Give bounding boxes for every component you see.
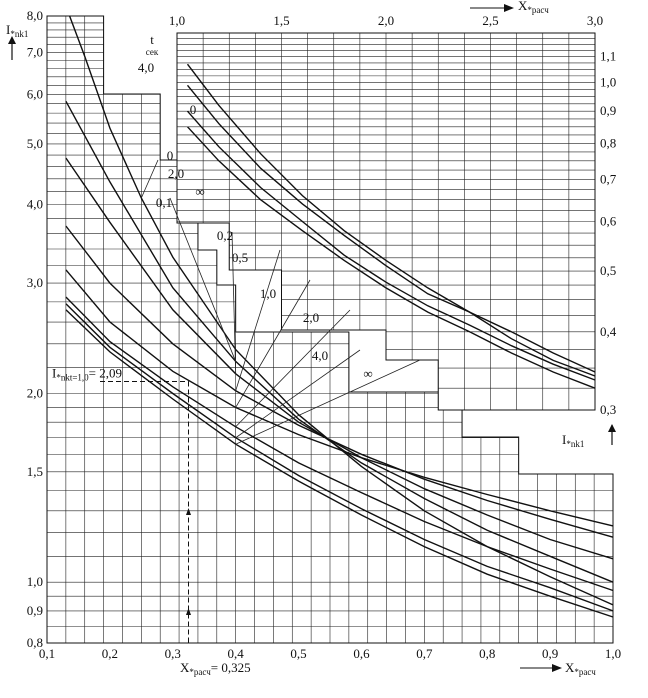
series-label-lower-7: ∞ <box>363 366 372 381</box>
lower-y-tick: 2,0 <box>27 385 43 400</box>
right-arrow-icon <box>552 664 562 672</box>
series-label-upper-1: 0 <box>167 148 174 163</box>
lower-x-tick: 0,6 <box>353 646 370 661</box>
upper-x-tick: 1,0 <box>169 13 185 28</box>
annotation-x-calc: X*расч= 0,325 <box>180 660 251 677</box>
series-label-upper-0: 4,0 <box>138 60 154 75</box>
lower-x-tick: 0,3 <box>165 646 181 661</box>
upper-y-tick: 0,7 <box>600 172 617 187</box>
leader-line <box>235 249 281 391</box>
lower-series-1 <box>65 100 614 583</box>
upper-y-tick: 0,5 <box>600 263 616 278</box>
series-label-lower-4: 1,0 <box>260 286 276 301</box>
lower-y-tick: 1,0 <box>27 574 43 589</box>
upper-y-axis-label: I*nk1 <box>562 432 584 449</box>
lower-grid-frame <box>46 15 614 644</box>
leader-line <box>235 279 311 408</box>
upper-y-tick: 0,4 <box>600 324 617 339</box>
lower-x-tick: 0,8 <box>479 646 495 661</box>
upper-y-tick: 1,1 <box>600 49 616 64</box>
upper-series-0 <box>186 63 596 373</box>
leader-line <box>140 159 159 199</box>
lower-y-tick: 0,9 <box>27 603 43 618</box>
leader-line <box>235 309 351 428</box>
lower-series-6 <box>65 303 614 612</box>
upper-x-tick: 2,0 <box>378 13 394 28</box>
series-label-lower-5: 2,0 <box>303 310 319 325</box>
lower-x-tick: 0,4 <box>228 646 245 661</box>
leader-line <box>231 231 237 374</box>
series-label-lower-2: 0,2 <box>217 228 233 243</box>
leader-line <box>235 359 421 445</box>
lower-y-tick: 7,0 <box>27 44 43 59</box>
upper-y-tick: 0,9 <box>600 103 616 118</box>
upper-time-label: t <box>150 32 154 47</box>
lower-x-tick: 0,5 <box>290 646 306 661</box>
lower-y-tick: 0,8 <box>27 635 43 650</box>
lower-x-tick: 0,2 <box>102 646 118 661</box>
lower-series-3 <box>65 225 614 538</box>
series-label-lower-0: 0 <box>190 102 197 117</box>
upper-y-tick: 0,6 <box>600 214 617 229</box>
up-arrow-icon <box>608 424 616 432</box>
upper-grid-frame <box>176 32 596 411</box>
leader-line <box>235 349 361 439</box>
lower-x-tick: 0,9 <box>542 646 558 661</box>
up-arrow-icon <box>8 36 16 44</box>
series-label-upper-2: 2,0 <box>168 166 184 181</box>
upper-x-tick: 1,5 <box>273 13 289 28</box>
lower-x-axis-label: X*расч <box>565 660 596 677</box>
upper-series-3 <box>186 126 596 389</box>
upper-x-tick: 2,5 <box>482 13 498 28</box>
lower-y-tick: 8,0 <box>27 8 43 23</box>
upper-series-1 <box>186 84 596 377</box>
series-label-lower-3: 0,5 <box>232 250 248 265</box>
annotation-i-nkt: I*nkt=1,0= 2,09 <box>52 366 122 383</box>
lower-x-tick: 1,0 <box>605 646 621 661</box>
upper-y-tick: 1,0 <box>600 75 616 90</box>
lower-y-tick: 4,0 <box>27 197 43 212</box>
upper-time-label-sub: сек <box>146 47 159 57</box>
upper-y-tick: 0,3 <box>600 402 616 417</box>
lower-y-axis-label: I*nk1 <box>6 22 28 39</box>
lower-series-0 <box>68 15 614 606</box>
right-arrow-icon <box>504 4 514 12</box>
upper-series-2 <box>186 110 596 381</box>
lower-y-tick: 3,0 <box>27 275 43 290</box>
series-label-lower-6: 4,0 <box>312 348 328 363</box>
leader-line <box>169 197 237 362</box>
series-label-lower-1: 0,1 <box>156 195 172 210</box>
lower-x-tick: 0,7 <box>416 646 433 661</box>
lower-y-tick: 5,0 <box>27 136 43 151</box>
lower-series-5 <box>65 296 614 592</box>
lower-y-tick: 1,5 <box>27 464 43 479</box>
upper-x-tick: 3,0 <box>587 13 603 28</box>
upper-x-axis-label: X*расч <box>518 0 549 15</box>
upper-y-tick: 0,8 <box>600 135 616 150</box>
lower-series-7 <box>65 309 614 618</box>
lower-series-4 <box>65 269 614 527</box>
lower-x-tick: 0,1 <box>39 646 55 661</box>
grid <box>46 15 614 644</box>
curves <box>65 15 614 643</box>
lower-y-tick: 6,0 <box>27 86 43 101</box>
series-label-upper-3: ∞ <box>195 184 204 199</box>
labels: 0 0,1 0,2 0,5 1,0 2,0 4,0 ∞ 4,0 0 2,0 ∞ 0,1 0,2 0,3 0,4… <box>6 0 621 677</box>
up-arrow-icon <box>186 608 191 615</box>
up-arrow-icon <box>186 508 191 515</box>
